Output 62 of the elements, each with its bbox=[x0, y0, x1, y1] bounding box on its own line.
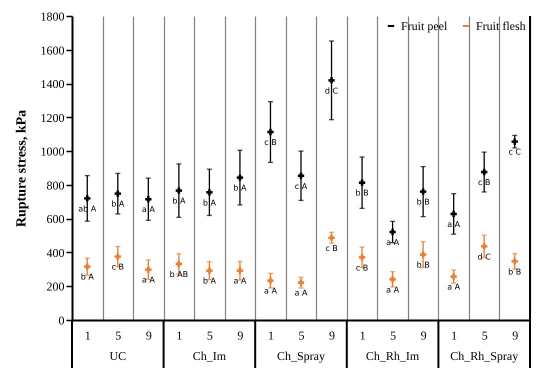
data-label: c B bbox=[112, 262, 124, 272]
data-label: a A bbox=[447, 282, 461, 292]
data-label: b A bbox=[172, 196, 186, 206]
y-tick-label: 1800 bbox=[40, 10, 64, 24]
data-label: a A bbox=[142, 205, 156, 214]
data-label: a A bbox=[294, 288, 308, 298]
text: Ch_Rh_Spray bbox=[450, 349, 518, 363]
y-tick-label: 600 bbox=[46, 212, 64, 226]
text: UC bbox=[109, 349, 126, 363]
text: Ch_Rh_Im bbox=[366, 349, 420, 363]
data-label: b B bbox=[416, 260, 430, 270]
data-label: b A bbox=[111, 200, 125, 209]
x-tick-label: 1 bbox=[360, 328, 366, 342]
x-tick-label: 5 bbox=[115, 328, 122, 342]
x-tick-label: 1 bbox=[451, 328, 458, 342]
data-label: d C bbox=[324, 86, 339, 96]
data-label: d C bbox=[478, 252, 492, 262]
x-tick-label: 1 bbox=[268, 328, 274, 342]
data-label: a A bbox=[386, 285, 400, 294]
data-label: b A bbox=[233, 184, 248, 193]
data-label: b B bbox=[416, 198, 430, 207]
x-tick-label: 5 bbox=[390, 328, 396, 342]
x-tick-label: 1 bbox=[84, 328, 91, 342]
text: Ch_Spray bbox=[277, 349, 325, 363]
x-tick-label: 9 bbox=[420, 328, 427, 342]
y-tick-label: 0 bbox=[58, 314, 64, 328]
data-label: a A bbox=[447, 220, 461, 229]
y-tick-label: 400 bbox=[46, 246, 64, 260]
data-label: b A bbox=[80, 272, 94, 282]
y-tick-label: 800 bbox=[46, 178, 64, 192]
y-tick-label: 1600 bbox=[40, 43, 64, 58]
legend-label: Fruit flesh bbox=[476, 19, 526, 33]
y-tick-label: 1200 bbox=[40, 110, 64, 125]
y-axis-title: Rupture stress, kPa bbox=[14, 110, 30, 228]
legend-label: Fruit peel bbox=[401, 19, 448, 33]
data-label: c B bbox=[356, 263, 368, 272]
data-label: b A bbox=[202, 276, 216, 286]
x-tick-label: 5 bbox=[482, 328, 488, 342]
data-label: c B bbox=[478, 178, 490, 188]
x-tick-label: 5 bbox=[206, 328, 213, 342]
data-label: b A bbox=[202, 198, 216, 208]
x-tick-label: 1 bbox=[176, 328, 182, 342]
data-label: c B bbox=[264, 138, 277, 148]
y-tick-label: 1400 bbox=[40, 77, 64, 92]
data-label: c B bbox=[325, 244, 338, 253]
x-tick-label: 9 bbox=[237, 328, 244, 342]
data-label: b B bbox=[356, 188, 369, 198]
data-label: a A bbox=[142, 276, 156, 285]
data-label: b AB bbox=[170, 270, 188, 279]
data-label: a A bbox=[386, 238, 400, 248]
x-tick-label: 9 bbox=[329, 328, 336, 342]
data-label: a A bbox=[264, 286, 278, 296]
x-tick-label: 9 bbox=[146, 328, 152, 342]
data-label: a A bbox=[233, 276, 247, 286]
data-label: c A bbox=[294, 182, 308, 191]
text: Ch_Im bbox=[192, 349, 227, 363]
data-label: c C bbox=[508, 148, 522, 157]
data-label: b B bbox=[508, 267, 522, 276]
y-tick-label: 200 bbox=[46, 280, 64, 294]
x-tick-label: 9 bbox=[512, 328, 518, 342]
y-tick-label: 1000 bbox=[40, 144, 64, 159]
x-tick-label: 5 bbox=[298, 328, 304, 342]
